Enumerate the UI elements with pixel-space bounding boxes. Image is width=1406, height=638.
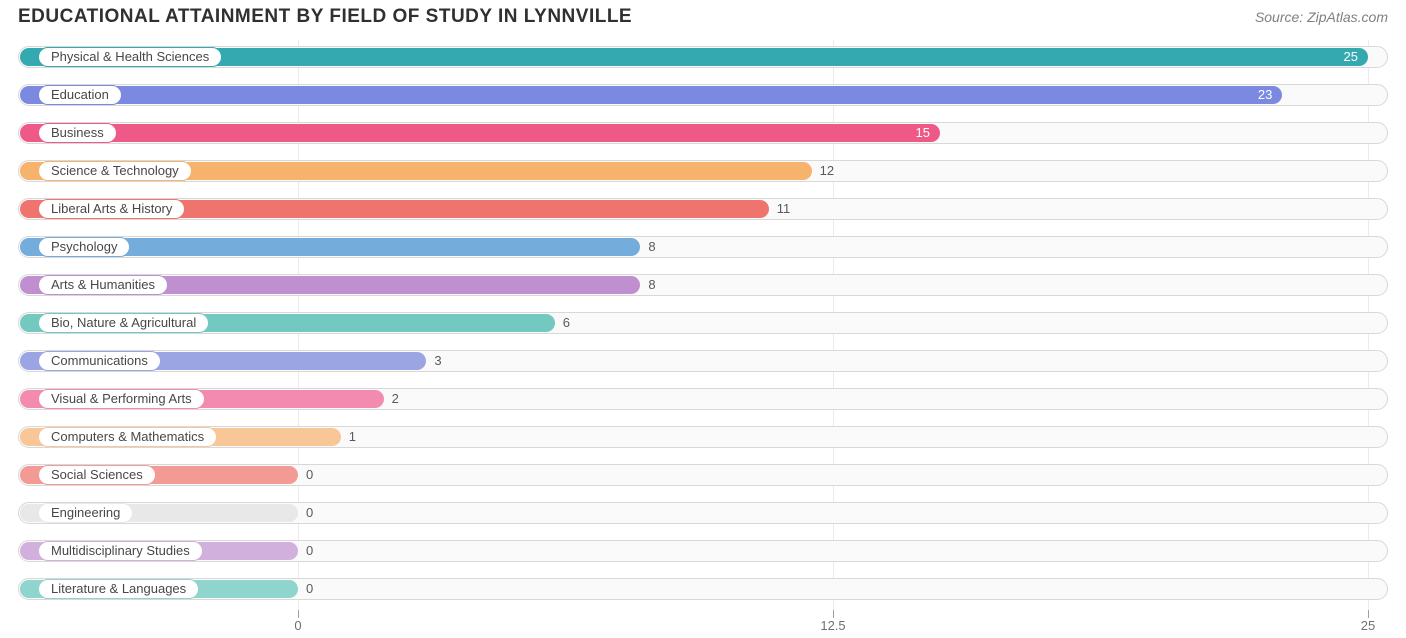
bar-label-pill: Education xyxy=(38,85,122,105)
bar-value: 25 xyxy=(1344,47,1358,67)
bar-value: 8 xyxy=(648,237,655,257)
bar-row: Visual & Performing Arts 2 xyxy=(18,382,1388,416)
axis-tick xyxy=(298,610,299,618)
axis-tick-label: 12.5 xyxy=(820,618,845,633)
axis-tick-label: 25 xyxy=(1361,618,1375,633)
chart-title: EDUCATIONAL ATTAINMENT BY FIELD OF STUDY… xyxy=(18,6,632,28)
bar-value: 0 xyxy=(306,465,313,485)
x-axis: 0 12.5 25 xyxy=(18,610,1388,638)
bar-row: Arts & Humanities 8 xyxy=(18,268,1388,302)
bar-value: 0 xyxy=(306,579,313,599)
bar-row: Multidisciplinary Studies 0 xyxy=(18,534,1388,568)
bar-label-pill: Multidisciplinary Studies xyxy=(38,541,203,561)
bar-label-pill: Psychology xyxy=(38,237,130,257)
bar-label-pill: Computers & Mathematics xyxy=(38,427,217,447)
bar-value: 15 xyxy=(916,123,930,143)
bar-row: Liberal Arts & History 11 xyxy=(18,192,1388,226)
bar-value: 0 xyxy=(306,503,313,523)
bar-value: 6 xyxy=(563,313,570,333)
bar-label-pill: Engineering xyxy=(38,503,133,523)
bar-label-pill: Business xyxy=(38,123,117,143)
bar-value: 23 xyxy=(1258,85,1272,105)
bar-row: Computers & Mathematics 1 xyxy=(18,420,1388,454)
bar-label-pill: Communications xyxy=(38,351,161,371)
bar-value: 0 xyxy=(306,541,313,561)
bar-label-pill: Liberal Arts & History xyxy=(38,199,185,219)
bar-label-pill: Literature & Languages xyxy=(38,579,199,599)
axis-tick-label: 0 xyxy=(294,618,301,633)
header: EDUCATIONAL ATTAINMENT BY FIELD OF STUDY… xyxy=(0,0,1406,32)
bar-row: Social Sciences 0 xyxy=(18,458,1388,492)
bar-value: 3 xyxy=(434,351,441,371)
bar-row: Bio, Nature & Agricultural 6 xyxy=(18,306,1388,340)
bar-value: 12 xyxy=(820,161,834,181)
bar-label-pill: Physical & Health Sciences xyxy=(38,47,222,67)
bar-label-pill: Visual & Performing Arts xyxy=(38,389,205,409)
bar-row: Science & Technology 12 xyxy=(18,154,1388,188)
chart-area: Physical & Health Sciences25Education23B… xyxy=(18,40,1388,638)
bar-fill xyxy=(20,86,1282,104)
bar-row: Education 23 xyxy=(18,78,1388,112)
axis-tick xyxy=(833,610,834,618)
bar-label-pill: Arts & Humanities xyxy=(38,275,168,295)
bar-label-pill: Social Sciences xyxy=(38,465,156,485)
bar-label-pill: Bio, Nature & Agricultural xyxy=(38,313,209,333)
bar-fill xyxy=(20,48,1368,66)
source-attribution: Source: ZipAtlas.com xyxy=(1255,9,1388,25)
bar-value: 1 xyxy=(349,427,356,447)
bar-row: Communications 3 xyxy=(18,344,1388,378)
bar-value: 11 xyxy=(777,199,791,219)
bar-row: Physical & Health Sciences 25 xyxy=(18,40,1388,74)
bar-row: Literature & Languages 0 xyxy=(18,572,1388,606)
bar-row: Psychology 8 xyxy=(18,230,1388,264)
bar-value: 8 xyxy=(648,275,655,295)
axis-tick xyxy=(1368,610,1369,618)
bar-fill xyxy=(20,124,940,142)
bar-row: Business 15 xyxy=(18,116,1388,150)
bar-label-pill: Science & Technology xyxy=(38,161,192,181)
bar-value: 2 xyxy=(392,389,399,409)
bar-row: Engineering 0 xyxy=(18,496,1388,530)
